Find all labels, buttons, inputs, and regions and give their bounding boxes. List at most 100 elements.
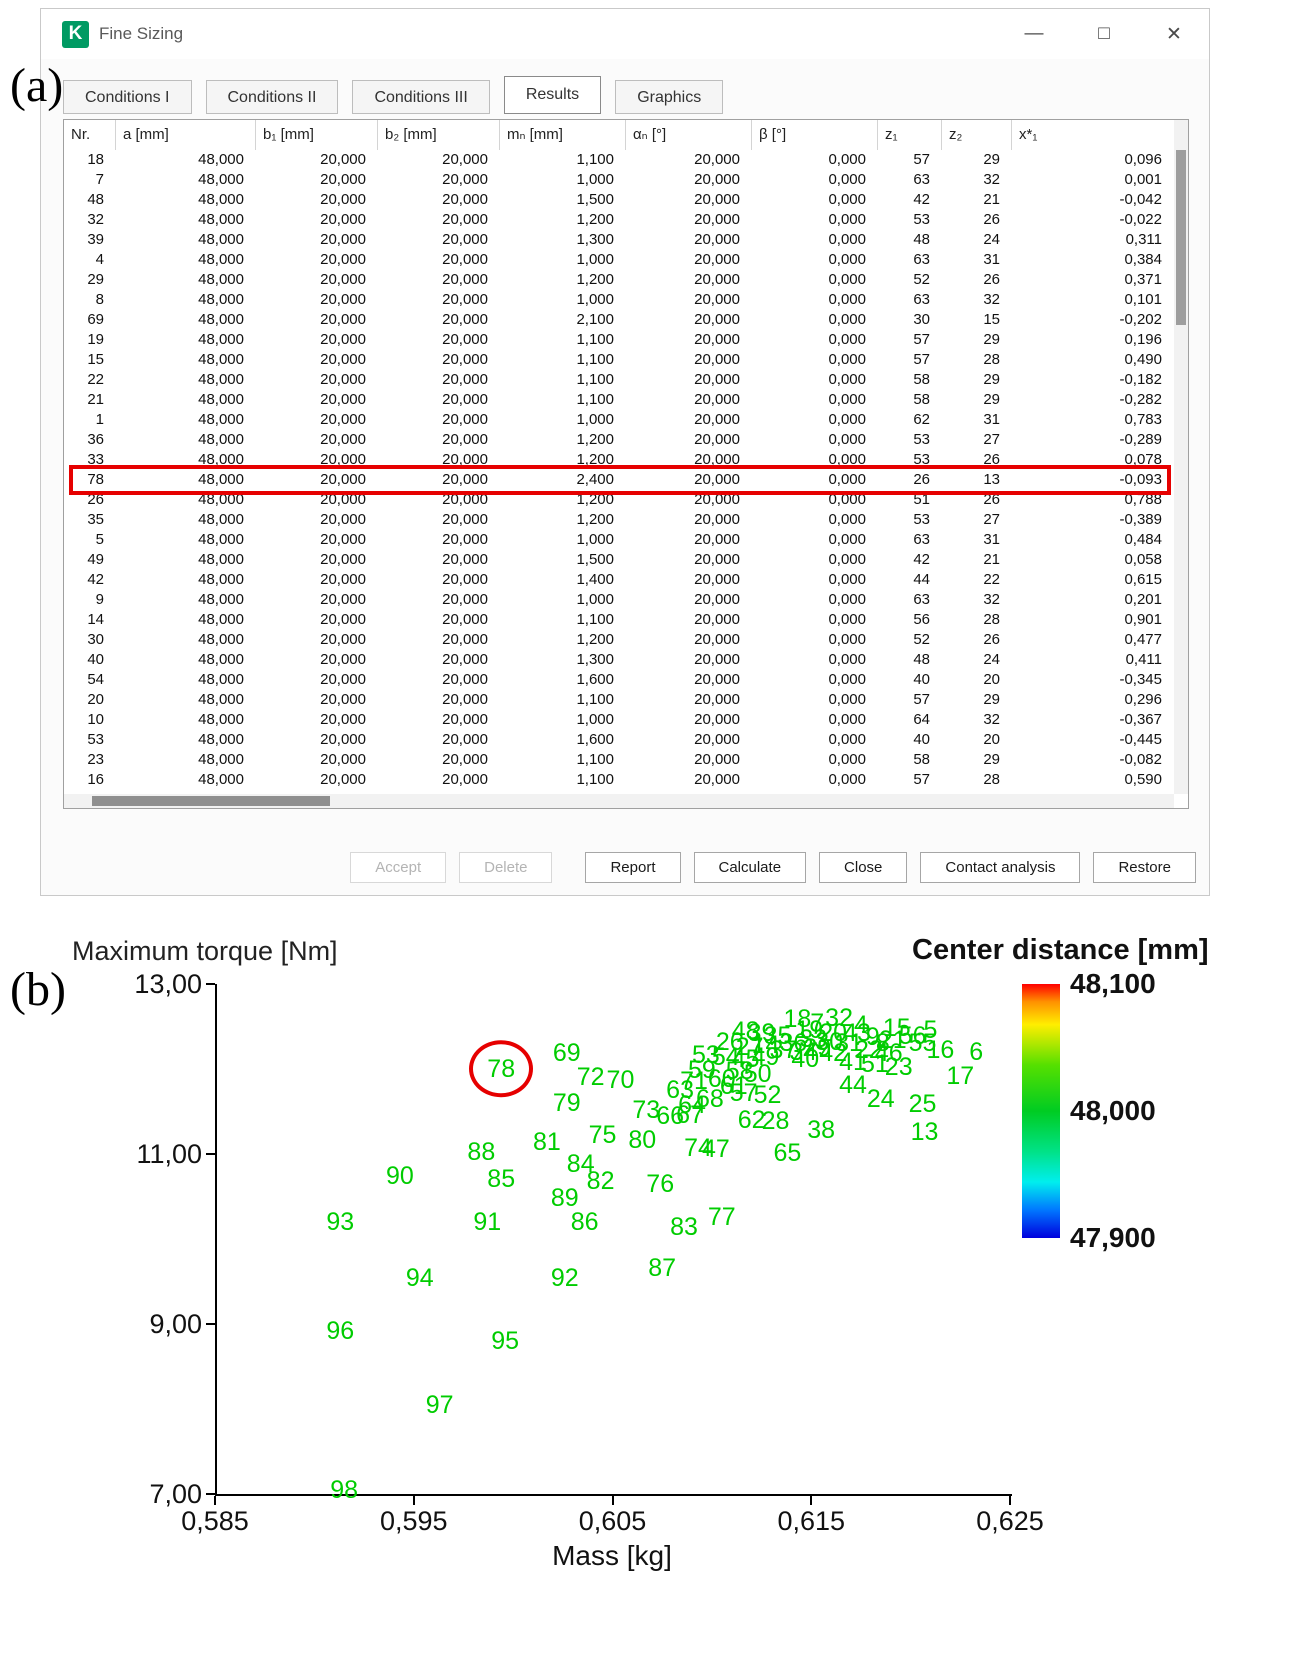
design-point-61[interactable]: 61 (719, 1071, 748, 1100)
design-point-30[interactable]: 30 (815, 1027, 844, 1056)
horizontal-scrollbar[interactable] (64, 794, 1174, 808)
design-point-9[interactable]: 9 (865, 1023, 880, 1052)
table-row[interactable]: 29 48,000 20,000 20,000 1,200 20,000 0,000 52 26… (64, 270, 1188, 290)
design-point-39[interactable]: 39 (747, 1019, 776, 1048)
design-point-70[interactable]: 70 (606, 1065, 635, 1094)
design-point-77[interactable]: 77 (707, 1203, 736, 1232)
design-point-60[interactable]: 60 (707, 1064, 736, 1093)
table-row[interactable]: 7 48,000 20,000 20,000 1,000 20,000 0,000 63 32 0… (64, 170, 1188, 190)
design-point-20[interactable]: 20 (819, 1019, 848, 1048)
design-point-62[interactable]: 62 (737, 1105, 766, 1134)
design-point-42[interactable]: 42 (819, 1039, 848, 1068)
table-row[interactable]: 48 48,000 20,000 20,000 1,500 20,000 0,000 42 21… (64, 190, 1188, 210)
table-row[interactable]: 32 48,000 20,000 20,000 1,200 20,000 0,000 53 26… (64, 210, 1188, 230)
table-row[interactable]: 9 48,000 20,000 20,000 1,000 20,000 0,000 63 32 0… (64, 590, 1188, 610)
close-button[interactable]: Close (819, 852, 908, 883)
table-row[interactable]: 33 48,000 20,000 20,000 1,200 20,000 0,000 53 26… (64, 450, 1188, 470)
table-row[interactable]: 23 48,000 20,000 20,000 1,100 20,000 0,000 58 29… (64, 750, 1188, 770)
table-row[interactable]: 39 48,000 20,000 20,000 1,300 20,000 0,000 48 24… (64, 230, 1188, 250)
design-point-94[interactable]: 94 (405, 1263, 434, 1292)
column-header[interactable]: z₂ (942, 120, 1012, 150)
table-row[interactable]: 16 48,000 20,000 20,000 1,100 20,000 0,000 57 28… (64, 770, 1188, 790)
design-point-4[interactable]: 4 (853, 1010, 868, 1039)
design-point-33[interactable]: 33 (799, 1024, 828, 1053)
table-row[interactable]: 69 48,000 20,000 20,000 2,100 20,000 0,000 30 15… (64, 310, 1188, 330)
design-point-24[interactable]: 24 (866, 1085, 895, 1114)
table-row[interactable]: 15 48,000 20,000 20,000 1,100 20,000 0,000 57 28… (64, 350, 1188, 370)
column-header[interactable]: β [°] (752, 120, 878, 150)
design-point-79[interactable]: 79 (552, 1088, 581, 1117)
design-point-89[interactable]: 89 (550, 1183, 579, 1212)
horizontal-scrollbar-thumb[interactable] (92, 796, 330, 806)
tab-conditions-iii[interactable]: Conditions III (352, 80, 490, 114)
design-point-96[interactable]: 96 (326, 1316, 355, 1345)
design-point-53[interactable]: 53 (692, 1041, 720, 1070)
column-header[interactable]: Nr. (64, 120, 116, 150)
design-point-13[interactable]: 13 (910, 1117, 939, 1146)
design-point-51[interactable]: 51 (860, 1050, 889, 1079)
design-point-80[interactable]: 80 (628, 1126, 657, 1155)
table-row[interactable]: 26 48,000 20,000 20,000 1,200 20,000 0,000 51 26… (64, 490, 1188, 510)
design-point-47[interactable]: 47 (701, 1135, 730, 1164)
design-point-59[interactable]: 59 (688, 1055, 716, 1084)
design-point-49[interactable]: 49 (751, 1042, 780, 1071)
design-point-31[interactable]: 31 (835, 1029, 863, 1058)
design-point-15[interactable]: 15 (882, 1013, 911, 1042)
design-point-87[interactable]: 87 (648, 1253, 677, 1282)
design-point-75[interactable]: 75 (588, 1121, 617, 1150)
design-point-66[interactable]: 66 (656, 1102, 685, 1131)
design-point-28[interactable]: 28 (761, 1107, 790, 1136)
table-row[interactable]: 21 48,000 20,000 20,000 1,100 20,000 0,000 58 29… (64, 390, 1188, 410)
design-point-69[interactable]: 69 (552, 1038, 581, 1067)
design-point-23[interactable]: 23 (884, 1053, 913, 1082)
design-point-58[interactable]: 58 (725, 1057, 754, 1086)
column-header[interactable]: αₙ [°] (626, 120, 752, 150)
design-point-21[interactable]: 21 (878, 1025, 907, 1054)
table-row[interactable]: 53 48,000 20,000 20,000 1,600 20,000 0,000 40 20… (64, 730, 1188, 750)
minimize-icon[interactable]: — (1024, 23, 1044, 44)
design-point-40[interactable]: 40 (791, 1044, 820, 1073)
table-row[interactable]: 8 48,000 20,000 20,000 1,000 20,000 0,000 63 32 0… (64, 290, 1188, 310)
design-point-98[interactable]: 98 (330, 1476, 359, 1505)
table-row[interactable]: 18 48,000 20,000 20,000 1,100 20,000 0,000 57 29… (64, 150, 1188, 170)
design-point-72[interactable]: 72 (576, 1063, 605, 1092)
design-point-36[interactable]: 36 (779, 1029, 808, 1058)
design-point-63[interactable]: 63 (666, 1075, 694, 1104)
design-point-82[interactable]: 82 (586, 1166, 615, 1195)
design-point-84[interactable]: 84 (566, 1149, 595, 1178)
design-point-38[interactable]: 38 (807, 1115, 836, 1144)
design-point-74[interactable]: 74 (684, 1133, 712, 1162)
design-point-6[interactable]: 6 (969, 1037, 984, 1066)
design-point-54[interactable]: 54 (711, 1042, 740, 1071)
design-point-85[interactable]: 85 (487, 1165, 516, 1194)
table-row[interactable]: 22 48,000 20,000 20,000 1,100 20,000 0,000 58 29… (64, 370, 1188, 390)
table-row[interactable]: 40 48,000 20,000 20,000 1,300 20,000 0,000 48 24… (64, 650, 1188, 670)
column-header[interactable]: mₙ [mm] (500, 120, 626, 150)
tab-results[interactable]: Results (503, 76, 602, 114)
design-point-73[interactable]: 73 (632, 1095, 661, 1124)
design-point-48[interactable]: 48 (731, 1017, 760, 1046)
design-point-50[interactable]: 50 (743, 1059, 772, 1088)
design-point-44[interactable]: 44 (839, 1070, 867, 1099)
design-point-68[interactable]: 68 (695, 1085, 724, 1114)
report-button[interactable]: Report (585, 852, 681, 883)
table-row[interactable]: 1 48,000 20,000 20,000 1,000 20,000 0,000 62 31 0… (64, 410, 1188, 430)
design-point-26[interactable]: 26 (715, 1027, 744, 1056)
design-point-19[interactable]: 19 (795, 1015, 824, 1044)
design-point-41[interactable]: 41 (839, 1047, 867, 1076)
column-header[interactable]: b₁ [mm] (256, 120, 378, 150)
table-row[interactable]: 20 48,000 20,000 20,000 1,100 20,000 0,000 57 29… (64, 690, 1188, 710)
design-point-17[interactable]: 17 (946, 1061, 975, 1090)
design-point-83[interactable]: 83 (670, 1212, 698, 1241)
design-point-29[interactable]: 29 (803, 1034, 832, 1063)
design-point-90[interactable]: 90 (385, 1161, 414, 1190)
design-point-71[interactable]: 71 (680, 1066, 708, 1095)
design-point-18[interactable]: 18 (783, 1005, 812, 1034)
design-point-25[interactable]: 25 (908, 1090, 937, 1119)
design-point-81[interactable]: 81 (533, 1127, 561, 1156)
tab-conditions-i[interactable]: Conditions I (63, 80, 192, 114)
table-row[interactable]: 10 48,000 20,000 20,000 1,000 20,000 0,000 64 32… (64, 710, 1188, 730)
table-row[interactable]: 35 48,000 20,000 20,000 1,200 20,000 0,000 53 27… (64, 510, 1188, 530)
design-point-64[interactable]: 64 (678, 1091, 706, 1120)
column-header[interactable]: a [mm] (116, 120, 256, 150)
